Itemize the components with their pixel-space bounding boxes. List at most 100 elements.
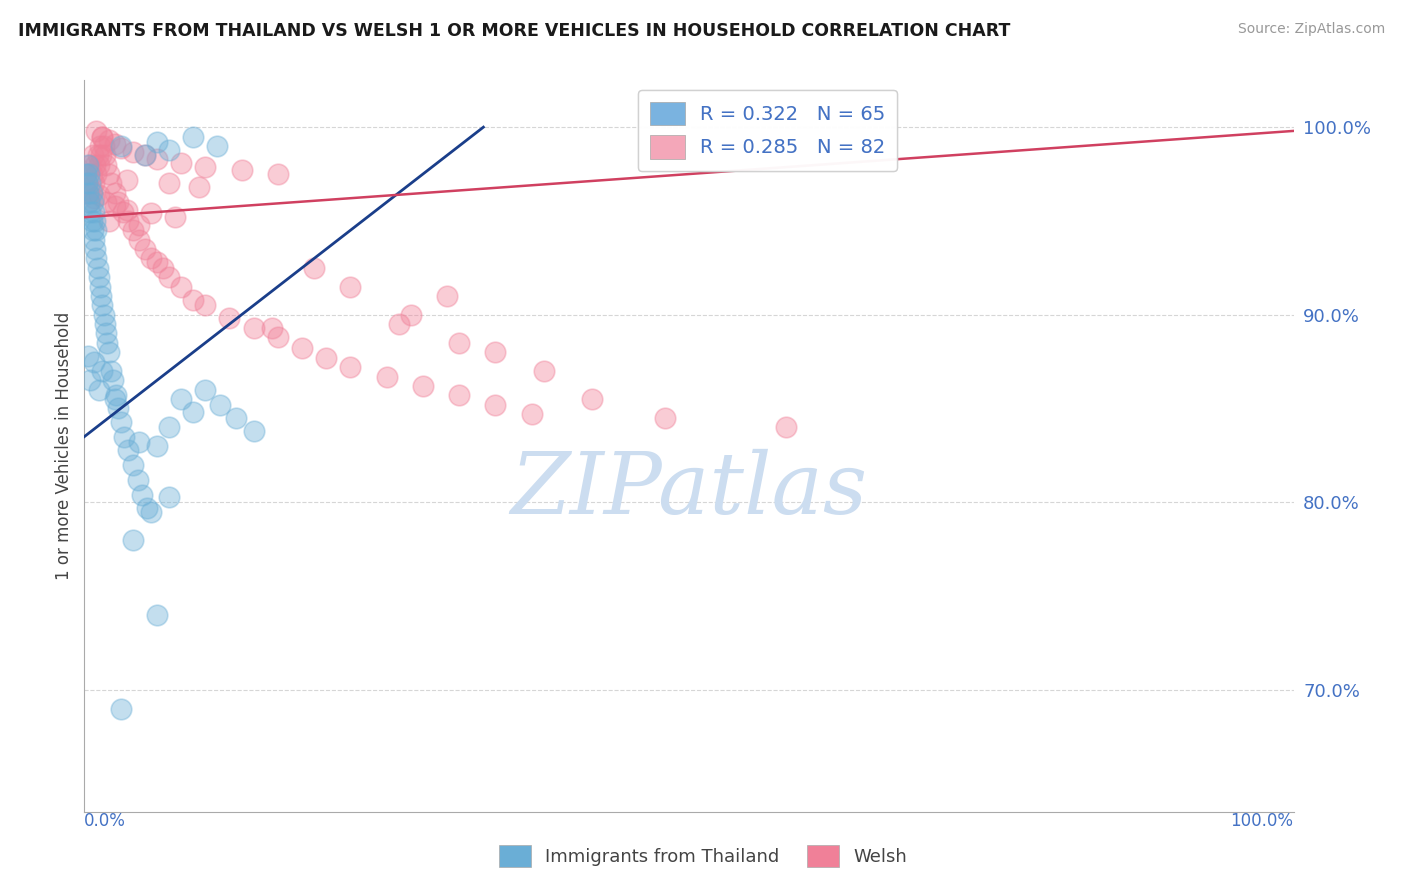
Point	[80, 184, 103, 198]
Point	[139, 252, 162, 266]
Point	[86, 252, 108, 266]
Point	[76, 177, 98, 191]
Point	[94, 195, 117, 210]
Point	[83, 354, 105, 368]
Point	[231, 163, 253, 178]
Point	[103, 373, 125, 387]
Point	[115, 172, 138, 186]
Point	[93, 139, 115, 153]
Point	[291, 342, 314, 356]
Point	[302, 260, 325, 275]
Point	[121, 458, 143, 472]
Point	[79, 158, 101, 172]
Point	[94, 158, 117, 172]
Point	[218, 311, 240, 326]
Point	[100, 177, 122, 191]
Point	[87, 158, 110, 172]
Point	[89, 139, 111, 153]
Point	[107, 195, 129, 210]
Point	[91, 129, 114, 144]
Point	[139, 206, 162, 220]
Point	[242, 321, 264, 335]
Point	[79, 177, 101, 191]
Point	[86, 167, 108, 181]
Point	[107, 401, 129, 416]
Point	[104, 199, 127, 213]
Point	[775, 420, 797, 434]
Point	[242, 424, 264, 438]
Point	[91, 129, 114, 144]
Point	[83, 191, 105, 205]
Point	[104, 136, 127, 151]
Point	[79, 373, 101, 387]
Point	[121, 223, 143, 237]
Point	[194, 160, 217, 174]
Point	[104, 186, 127, 200]
Point	[86, 148, 108, 162]
Point	[170, 279, 193, 293]
Point	[82, 223, 104, 237]
Point	[86, 260, 108, 275]
Point	[260, 321, 283, 335]
Point	[170, 392, 193, 406]
Point	[146, 439, 169, 453]
Text: ZIPatlas: ZIPatlas	[510, 449, 868, 532]
Point	[449, 335, 471, 350]
Point	[207, 139, 229, 153]
Point	[194, 298, 217, 312]
Point	[87, 187, 110, 202]
Point	[146, 607, 169, 622]
Point	[89, 279, 111, 293]
Point	[165, 210, 187, 224]
Point	[581, 392, 603, 406]
Point	[654, 410, 676, 425]
Point	[208, 398, 231, 412]
Point	[77, 186, 100, 200]
Point	[96, 335, 118, 350]
Point	[84, 242, 107, 256]
Point	[77, 167, 100, 181]
Point	[77, 195, 100, 210]
Point	[128, 233, 150, 247]
Point	[181, 129, 204, 144]
Point	[84, 214, 107, 228]
Point	[128, 218, 150, 232]
Point	[94, 317, 117, 331]
Point	[131, 488, 153, 502]
Point	[80, 214, 103, 228]
Point	[82, 195, 104, 210]
Point	[86, 124, 108, 138]
Point	[104, 388, 127, 402]
Point	[97, 345, 120, 359]
Point	[94, 326, 117, 341]
Point	[188, 180, 211, 194]
Point	[134, 242, 156, 256]
Point	[181, 405, 204, 419]
Point	[520, 407, 543, 421]
Point	[117, 442, 139, 457]
Point	[533, 364, 555, 378]
Y-axis label: 1 or more Vehicles in Household: 1 or more Vehicles in Household	[55, 312, 73, 580]
Point	[77, 349, 100, 363]
Point	[77, 158, 100, 172]
Point	[87, 383, 110, 397]
Point	[121, 533, 143, 547]
Point	[87, 270, 110, 285]
Point	[110, 139, 132, 153]
Point	[157, 143, 180, 157]
Point	[152, 260, 174, 275]
Point	[146, 135, 169, 149]
Point	[77, 195, 100, 210]
Point	[181, 293, 204, 307]
Point	[157, 420, 180, 434]
Point	[75, 167, 97, 181]
Point	[97, 167, 120, 181]
Point	[112, 204, 135, 219]
Point	[110, 141, 132, 155]
Point	[157, 270, 180, 285]
Point	[412, 379, 434, 393]
Point	[399, 308, 422, 322]
Point	[97, 133, 120, 147]
Point	[127, 473, 149, 487]
Point	[388, 317, 411, 331]
